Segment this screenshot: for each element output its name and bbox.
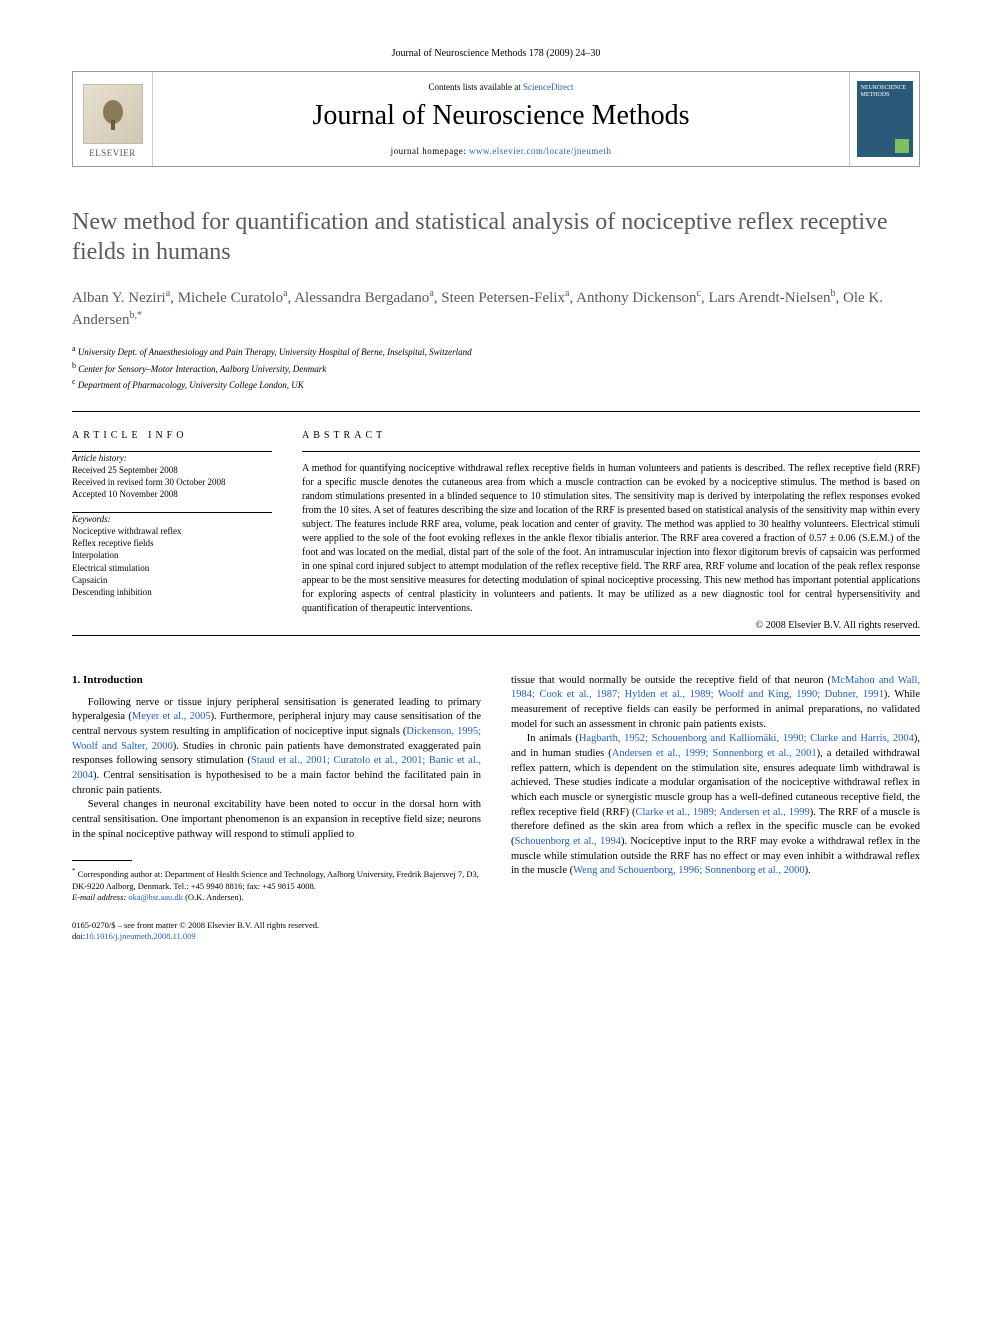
affiliation-line: b Center for Sensory–Motor Interaction, … xyxy=(72,360,920,377)
doi-prefix: doi: xyxy=(72,931,85,941)
body-paragraph: Following nerve or tissue injury periphe… xyxy=(72,696,481,799)
left-column: 1. Introduction Following nerve or tissu… xyxy=(72,674,481,943)
corr-email-suffix: (O.K. Andersen). xyxy=(185,892,244,902)
keyword: Nociceptive withdrawal reflex xyxy=(72,525,272,537)
cover-label: NEUROSCIENCE METHODS xyxy=(861,85,909,98)
keyword: Reflex receptive fields xyxy=(72,537,272,549)
cover-thumb-block: NEUROSCIENCE METHODS xyxy=(849,72,919,166)
email-label: E-mail address: xyxy=(72,892,126,902)
homepage-prefix: journal homepage: xyxy=(391,146,469,156)
rule-abstract-1 xyxy=(302,451,920,452)
affiliation-line: a University Dept. of Anaesthesiology an… xyxy=(72,343,920,360)
issn-line: 0165-0270/$ – see front matter © 2008 El… xyxy=(72,920,481,931)
affiliation-line: c Department of Pharmacology, University… xyxy=(72,376,920,393)
homepage-link[interactable]: www.elsevier.com/locate/jneumeth xyxy=(469,146,611,156)
journal-cover-icon: NEUROSCIENCE METHODS xyxy=(857,81,913,157)
publisher-block: ELSEVIER xyxy=(73,72,153,166)
elsevier-tree-icon xyxy=(83,84,143,144)
journal-header: ELSEVIER Contents lists available at Sci… xyxy=(72,71,920,167)
journal-reference: Journal of Neuroscience Methods 178 (200… xyxy=(72,48,920,59)
footnote-divider xyxy=(72,860,132,861)
corr-email-link[interactable]: oka@hst.aau.dk xyxy=(128,892,183,902)
keyword: Descending inhibition xyxy=(72,586,272,598)
doi-link[interactable]: 10.1016/j.jneumeth.2008.11.009 xyxy=(85,931,195,941)
authors: Alban Y. Neziria, Michele Curatoloa, Ale… xyxy=(72,287,920,331)
body-columns: 1. Introduction Following nerve or tissu… xyxy=(72,674,920,943)
keywords-label: Keywords: xyxy=(72,513,272,525)
left-body-text: Following nerve or tissue injury periphe… xyxy=(72,696,481,843)
contents-prefix: Contents lists available at xyxy=(429,82,523,92)
abstract-heading: ABSTRACT xyxy=(302,430,920,441)
cover-accent-square xyxy=(895,139,909,153)
homepage-line: journal homepage: www.elsevier.com/locat… xyxy=(163,146,839,156)
corr-marker: * xyxy=(72,867,76,875)
history-line: Received in revised form 30 October 2008 xyxy=(72,476,272,488)
body-paragraph: tissue that would normally be outside th… xyxy=(511,674,920,733)
keywords-block: Keywords: Nociceptive withdrawal reflexR… xyxy=(72,513,272,598)
history-line: Accepted 10 November 2008 xyxy=(72,488,272,500)
abstract-copyright: © 2008 Elsevier B.V. All rights reserved… xyxy=(302,620,920,631)
history-line: Received 25 September 2008 xyxy=(72,464,272,476)
contents-available-line: Contents lists available at ScienceDirec… xyxy=(163,82,839,92)
rule-bottom xyxy=(72,635,920,636)
journal-title: Journal of Neuroscience Methods xyxy=(163,100,839,132)
history-block: Article history: Received 25 September 2… xyxy=(72,452,272,501)
keyword: Electrical stimulation xyxy=(72,562,272,574)
article-info-column: ARTICLE INFO Article history: Received 2… xyxy=(72,416,272,631)
abstract-column: ABSTRACT A method for quantifying nocice… xyxy=(302,416,920,631)
publisher-name: ELSEVIER xyxy=(89,148,136,158)
keyword: Interpolation xyxy=(72,549,272,561)
corr-text: Corresponding author at: Department of H… xyxy=(72,869,479,890)
history-label: Article history: xyxy=(72,452,272,464)
header-center: Contents lists available at ScienceDirec… xyxy=(153,72,849,166)
body-paragraph: In animals (Hagbarth, 1952; Schouenborg … xyxy=(511,732,920,879)
sciencedirect-link[interactable]: ScienceDirect xyxy=(523,82,573,92)
rule-top xyxy=(72,411,920,412)
keyword: Capsaicin xyxy=(72,574,272,586)
article-info-heading: ARTICLE INFO xyxy=(72,430,272,441)
abstract-text: A method for quantifying nociceptive wit… xyxy=(302,462,920,616)
info-abstract-row: ARTICLE INFO Article history: Received 2… xyxy=(72,416,920,631)
affiliations: a University Dept. of Anaesthesiology an… xyxy=(72,343,920,393)
body-paragraph: Several changes in neuronal excitability… xyxy=(72,798,481,842)
right-column: tissue that would normally be outside th… xyxy=(511,674,920,943)
corresponding-footnote: * Corresponding author at: Department of… xyxy=(72,867,481,903)
intro-heading: 1. Introduction xyxy=(72,674,481,686)
article-title: New method for quantification and statis… xyxy=(72,207,920,267)
footer-block: 0165-0270/$ – see front matter © 2008 El… xyxy=(72,920,481,943)
right-body-text: tissue that would normally be outside th… xyxy=(511,674,920,880)
